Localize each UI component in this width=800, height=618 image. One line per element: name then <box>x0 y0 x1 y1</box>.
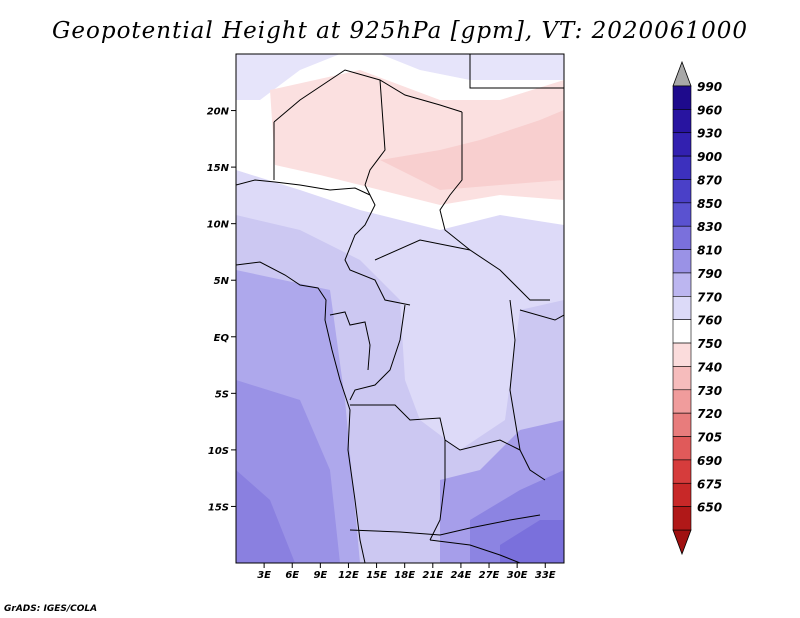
x-tick-label: 24E <box>451 570 472 581</box>
colorbar-swatch <box>672 296 692 320</box>
x-tick-label: 15E <box>366 570 387 581</box>
colorbar-swatch <box>672 132 692 157</box>
colorbar-bottom-arrow <box>672 529 692 556</box>
colorbar: 990 960 930 900 870 850 830 810 790 770 760 750 740 7… <box>672 60 722 556</box>
y-tick-label: 10S <box>208 446 229 457</box>
y-tick-label: 5N <box>214 276 230 287</box>
border-gabon <box>329 311 371 371</box>
colorbar-swatch <box>672 272 692 297</box>
border-angola-zambia <box>429 440 446 541</box>
colorbar-swatch <box>672 366 692 391</box>
colorbar-swatch <box>672 482 692 507</box>
x-tick-label: 33E <box>535 570 556 581</box>
x-tick-label: 18E <box>394 570 415 581</box>
colorbar-label: 760 <box>697 314 722 328</box>
colorbar-swatch <box>672 436 692 461</box>
height-field <box>236 54 564 563</box>
colorbar-label: 690 <box>697 454 722 468</box>
colorbar-swatch <box>672 412 692 437</box>
x-tick-label: 3E <box>257 570 271 581</box>
field-770-north <box>380 54 564 80</box>
border-namibia <box>349 514 541 536</box>
y-axis: 20N 15N 10N 5N EQ 5S 10S 15S <box>207 107 236 513</box>
border-congo <box>349 304 406 401</box>
field-740-chad <box>380 110 564 190</box>
colorbar-swatch <box>672 249 692 274</box>
x-tick-label: 9E <box>313 570 327 581</box>
border-east <box>509 299 546 481</box>
border-libya-egypt <box>469 54 564 89</box>
colorbar-swatch <box>672 225 692 250</box>
y-tick-label: EQ <box>214 333 230 344</box>
x-tick-label: 21E <box>422 570 443 581</box>
field-850-southwest <box>236 470 295 563</box>
colorbar-label: 870 <box>697 173 722 187</box>
colorbar-top-arrow <box>672 60 692 87</box>
map-frame <box>235 53 565 564</box>
x-tick-label: 6E <box>285 570 299 581</box>
colorbar-swatch <box>672 109 692 134</box>
colorbar-label: 930 <box>697 127 722 141</box>
y-tick-label: 10N <box>207 220 230 231</box>
colorbar-swatch <box>672 389 692 414</box>
border-botswana <box>429 539 521 563</box>
colorbar-label: 850 <box>697 197 722 211</box>
border-chad-sudan <box>439 112 471 251</box>
border-cameroon <box>344 184 411 306</box>
colorbar-label: 720 <box>697 407 722 421</box>
colorbar-swatch <box>672 319 692 344</box>
colorbar-label: 705 <box>697 431 722 445</box>
grads-credit: GrADS: IGES/COLA <box>4 604 98 614</box>
colorbar-label: 770 <box>697 290 722 304</box>
border-niger-chad <box>364 79 386 186</box>
colorbar-swatch <box>672 155 692 180</box>
border-car <box>374 239 550 301</box>
colorbar-swatch <box>672 179 692 204</box>
chart-title: Geopotential Height at 925hPa [gpm], VT:… <box>52 18 748 44</box>
y-tick-label: 15N <box>207 163 230 174</box>
colorbar-label: 750 <box>697 337 722 351</box>
colorbar-label: 650 <box>697 501 722 515</box>
colorbar-label: 675 <box>697 477 722 491</box>
border-angola-drc <box>350 404 521 451</box>
field-770-central <box>236 150 564 450</box>
colorbar-swatch <box>672 202 692 227</box>
coastline <box>236 261 366 563</box>
colorbar-swatch <box>672 506 692 531</box>
x-tick-label: 30E <box>507 570 528 581</box>
colorbar-label: 730 <box>697 384 722 398</box>
colorbar-label: 990 <box>697 80 722 94</box>
y-tick-label: 15S <box>208 502 229 513</box>
field-850-southeast <box>500 520 564 563</box>
colorbar-label: 960 <box>697 103 722 117</box>
colorbar-label: 810 <box>697 244 722 258</box>
x-tick-label: 27E <box>479 570 500 581</box>
border-uganda <box>519 309 564 321</box>
colorbar-label: 830 <box>697 220 722 234</box>
colorbar-label: 790 <box>697 267 722 281</box>
country-borders <box>236 54 564 563</box>
y-tick-label: 5S <box>215 389 229 400</box>
colorbar-swatch <box>672 342 692 367</box>
colorbar-swatch <box>672 459 692 484</box>
colorbar-label: 900 <box>697 150 722 164</box>
colorbar-label: 740 <box>697 360 722 374</box>
field-770-northwest <box>236 54 340 100</box>
x-tick-label: 12E <box>338 570 359 581</box>
y-tick-label: 20N <box>207 107 230 118</box>
colorbar-swatch <box>672 85 692 110</box>
x-axis: 3E 6E 9E 12E 15E 18E 21E 24E 27E 30E 33E <box>257 563 556 581</box>
border-sahel-west <box>236 179 371 196</box>
